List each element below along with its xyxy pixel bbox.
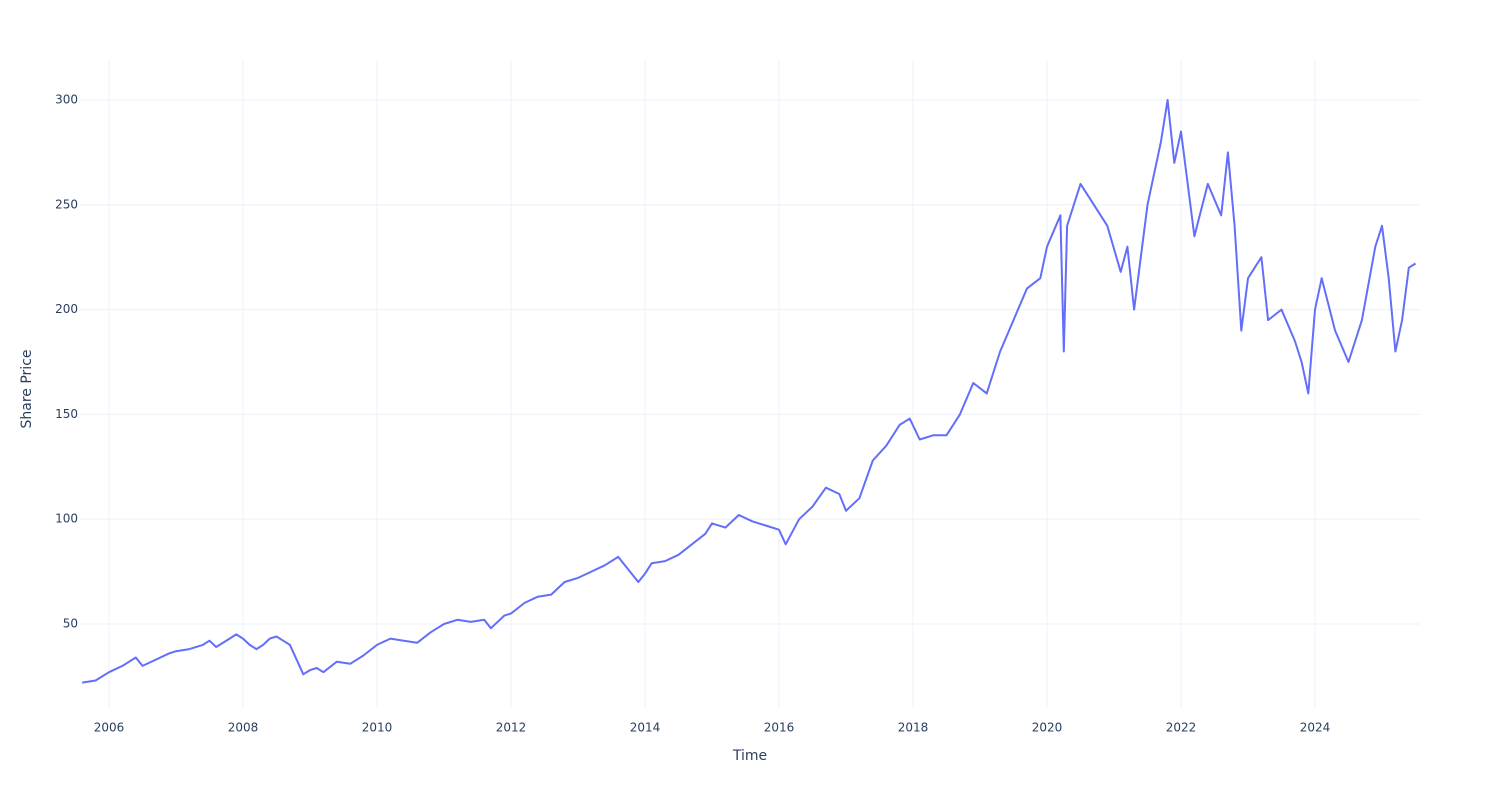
- x-tick-label: 2020: [1032, 721, 1063, 735]
- x-tick-label: 2010: [362, 721, 393, 735]
- y-tick-label: 300: [55, 93, 78, 107]
- y-tick-label: 200: [55, 302, 78, 316]
- line-series: [82, 99, 1417, 684]
- x-tick-label: 2008: [228, 721, 259, 735]
- x-tick-label: 2014: [630, 721, 661, 735]
- y-tick-label: 150: [55, 407, 78, 421]
- y-tick-label: 100: [55, 512, 78, 526]
- x-axis-title: Time: [732, 748, 767, 764]
- x-tick-label: 2024: [1300, 721, 1331, 735]
- x-tick-label: 2012: [496, 721, 527, 735]
- x-tick-label: 2016: [764, 721, 795, 735]
- y-axis-title: Share Price: [19, 349, 35, 428]
- x-tick-label: 2006: [94, 721, 125, 735]
- x-tick-label: 2022: [1166, 721, 1197, 735]
- y-tick-label: 250: [55, 197, 78, 211]
- y-tick-label: 50: [63, 616, 78, 630]
- x-tick-label: 2018: [898, 721, 929, 735]
